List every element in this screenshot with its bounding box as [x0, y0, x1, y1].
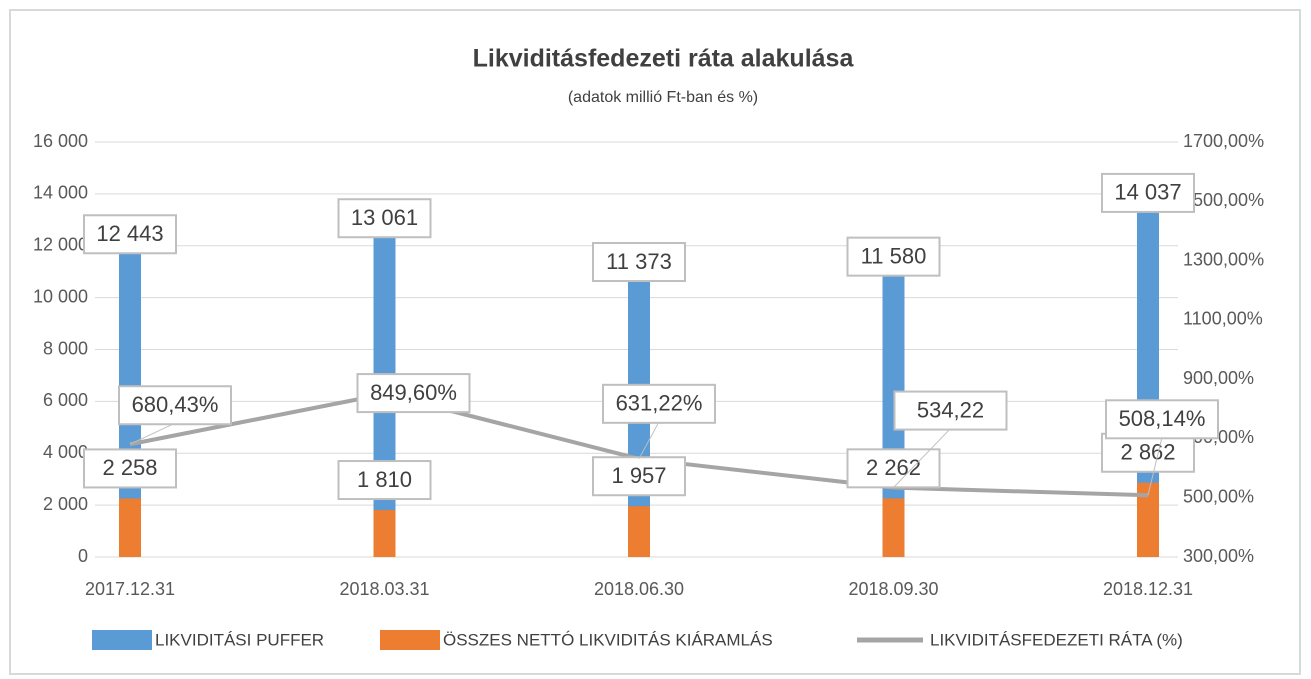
y2-tick-label: 900,00% [1183, 368, 1254, 388]
data-label-box [1101, 172, 1195, 213]
legend-label: LIKVIDITÁSI PUFFER [155, 630, 324, 649]
y-tick-label: 10 000 [33, 286, 88, 306]
leader-line [638, 421, 660, 460]
data-label-box [1101, 432, 1195, 473]
leader-line [129, 422, 176, 445]
data-label: 13 061 [351, 205, 418, 230]
data-label-box [592, 456, 686, 497]
data-label-box [846, 236, 941, 277]
bar [119, 498, 141, 557]
data-label: 680,43% [132, 392, 219, 417]
bar [628, 506, 650, 557]
data-label-box [83, 214, 177, 255]
data-label: 1 957 [611, 463, 666, 488]
leader-line [1147, 437, 1163, 496]
legend-label: ÖSSZES NETTÓ LIKVIDITÁS KIÁRAMLÁS [443, 630, 773, 649]
y2-tick-label: 300,00% [1183, 546, 1254, 566]
bar [882, 498, 905, 557]
legend-label: LIKVIDITÁSFEDEZETI RÁTA (%) [930, 630, 1183, 649]
data-label: 2 258 [102, 455, 157, 480]
leader-line [893, 428, 951, 488]
data-label: 1 810 [357, 467, 412, 492]
data-label: 12 443 [96, 221, 163, 246]
y2-tick-label: 1100,00% [1183, 309, 1263, 329]
x-tick-label: 2017.12.31 [85, 579, 175, 599]
data-label: 534,22 [917, 397, 984, 422]
bar [1137, 482, 1159, 557]
y2-tick-label: 1700,00% [1183, 131, 1264, 151]
y-tick-label: 0 [78, 546, 88, 566]
data-label-box [83, 448, 177, 489]
data-label: 508,14% [1119, 406, 1206, 431]
y-tick-label: 2 000 [43, 494, 88, 514]
x-tick-label: 2018.06.30 [594, 579, 684, 599]
data-label-box [602, 383, 716, 424]
y-tick-label: 16 000 [33, 131, 88, 151]
y-tick-label: 4 000 [43, 442, 88, 462]
data-label: 11 580 [861, 243, 927, 268]
data-label-box [893, 390, 1008, 431]
y2-tick-label: 500,00% [1183, 486, 1254, 506]
data-label-box [337, 460, 432, 501]
data-label-box [1105, 399, 1219, 440]
y-tick-label: 8 000 [43, 338, 88, 358]
x-tick-label: 2018.12.31 [1103, 579, 1193, 599]
data-label: 2 862 [1120, 440, 1175, 465]
x-tick-label: 2018.09.30 [848, 579, 938, 599]
y2-tick-label: 1500,00% [1183, 190, 1264, 210]
y2-tick-label: 1300,00% [1183, 249, 1264, 269]
legend-swatch [380, 630, 440, 650]
chart-subtitle: (adatok millió Ft-ban és %) [568, 89, 758, 106]
data-label: 2 262 [866, 455, 921, 480]
data-label: 11 373 [606, 249, 672, 274]
y-tick-label: 6 000 [43, 390, 88, 410]
y-tick-label: 12 000 [33, 235, 88, 255]
x-tick-label: 2018.03.31 [339, 579, 429, 599]
data-label: 631,22% [616, 391, 703, 416]
data-label-box [592, 242, 686, 283]
data-label-box [118, 385, 232, 426]
y-tick-label: 14 000 [33, 183, 88, 203]
bar [373, 510, 396, 557]
legend-swatch [92, 630, 152, 650]
data-label: 14 037 [1114, 180, 1181, 205]
chart-title: Likviditásfedezeti ráta alakulása [473, 45, 855, 73]
chart-frame [9, 9, 1301, 675]
data-label-box [337, 198, 432, 239]
data-label: 849,60% [370, 380, 457, 405]
data-label-box [356, 373, 471, 414]
